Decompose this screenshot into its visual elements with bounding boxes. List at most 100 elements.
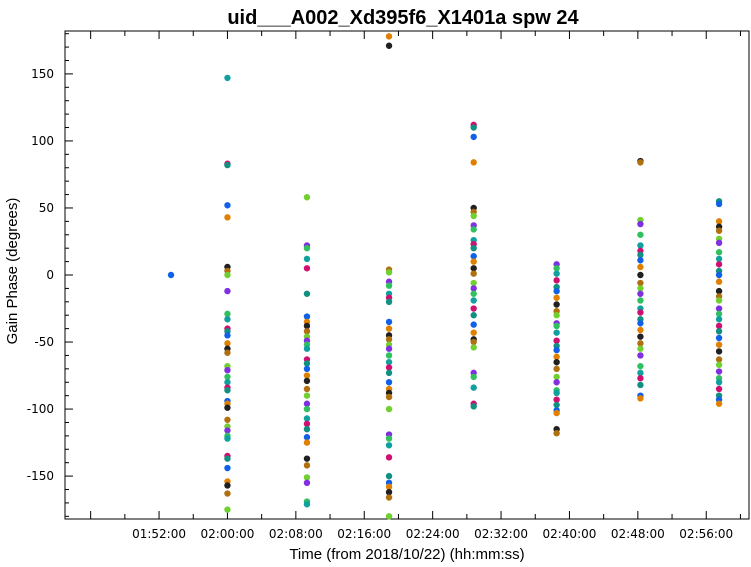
data-point: [224, 202, 231, 209]
data-point: [303, 434, 311, 441]
data-point: [715, 322, 723, 330]
data-point: [224, 214, 231, 221]
data-point: [303, 405, 311, 413]
data-point: [224, 416, 231, 423]
data-point: [224, 490, 231, 497]
data-point: [715, 278, 723, 285]
data-point: [303, 392, 311, 399]
data-point: [637, 220, 644, 228]
data-point: [167, 271, 175, 279]
data-point: [637, 395, 644, 402]
data-point: [385, 494, 393, 501]
data-point: [224, 455, 231, 462]
data-point: [470, 384, 477, 391]
y-tick-label: 50: [39, 201, 54, 215]
data-point: [637, 369, 644, 377]
data-point: [303, 479, 311, 487]
data-point: [715, 255, 723, 263]
data-point: [385, 454, 393, 461]
data-point: [715, 310, 723, 318]
data-point: [224, 74, 231, 82]
data-point: [553, 265, 560, 272]
data-point: [553, 358, 560, 366]
data-point: [470, 279, 477, 287]
data-point: [303, 474, 311, 481]
data-point: [715, 400, 723, 407]
data-point: [553, 312, 560, 319]
data-point: [553, 294, 560, 301]
data-point: [224, 366, 231, 374]
data-point: [303, 322, 311, 330]
data-point: [637, 231, 644, 238]
data-point: [715, 348, 723, 355]
data-point: [470, 270, 477, 277]
data-point: [637, 251, 644, 259]
data-point: [715, 261, 723, 268]
data-point: [303, 385, 311, 393]
data-point: [385, 42, 393, 49]
data-point: [385, 298, 393, 306]
data-point: [224, 379, 231, 386]
data-point: [715, 305, 723, 312]
data-point: [385, 33, 393, 40]
data-point: [553, 429, 560, 437]
data-point: [303, 255, 311, 263]
data-point: [470, 265, 477, 272]
data-point: [715, 356, 723, 363]
data-point: [637, 309, 644, 316]
data-point: [553, 389, 560, 397]
chart-title: uid___A002_Xd395f6_X1401a spw 24: [227, 7, 579, 29]
data-point: [470, 124, 477, 131]
data-point: [303, 328, 311, 335]
data-point: [553, 337, 560, 344]
data-point: [224, 340, 231, 347]
data-point: [715, 239, 723, 247]
data-point: [303, 501, 311, 508]
data-point: [637, 263, 644, 271]
data-point: [637, 297, 644, 304]
data-point: [303, 313, 311, 320]
x-tick-label: 02:40:00: [542, 527, 596, 541]
data-point: [303, 290, 311, 297]
data-point: [637, 320, 644, 327]
data-point: [637, 381, 644, 389]
data-point: [553, 379, 560, 386]
data-point: [303, 400, 311, 407]
data-point: [224, 435, 231, 442]
data-point: [303, 265, 311, 272]
data-point: [303, 345, 311, 352]
data-point: [470, 253, 477, 260]
y-tick-label: -150: [27, 469, 54, 483]
x-tick-label: 02:24:00: [406, 527, 460, 541]
data-point: [385, 336, 393, 343]
data-point: [224, 373, 231, 381]
x-tick-label: 02:08:00: [269, 527, 323, 541]
data-point: [637, 285, 644, 292]
data-point: [303, 377, 311, 385]
data-point: [470, 226, 477, 233]
data-point: [470, 321, 477, 328]
data-point: [553, 365, 560, 373]
data-point: [715, 200, 723, 208]
data-point: [385, 345, 393, 352]
data-point: [553, 373, 560, 381]
data-point: [470, 403, 477, 410]
data-point: [470, 212, 477, 220]
data-point: [385, 379, 393, 386]
axis-ticks: 01:52:00 02:00:00 02:08:00 02:16:00 02:24:00…: [27, 31, 741, 541]
data-point: [224, 404, 231, 411]
data-point: [385, 393, 393, 401]
data-point: [224, 482, 231, 489]
data-point: [385, 269, 393, 276]
data-point: [385, 364, 393, 371]
x-axis-label: Time (from 2018/10/22) (hh:mm:ss): [289, 546, 524, 563]
data-point: [224, 271, 231, 279]
data-point: [715, 297, 723, 304]
data-point: [715, 316, 723, 323]
data-point: [715, 385, 723, 393]
data-point: [303, 365, 311, 373]
data-point: [470, 312, 477, 319]
data-point: [303, 415, 311, 422]
data-point: [715, 379, 723, 386]
x-tick-label: 02:16:00: [337, 527, 391, 541]
